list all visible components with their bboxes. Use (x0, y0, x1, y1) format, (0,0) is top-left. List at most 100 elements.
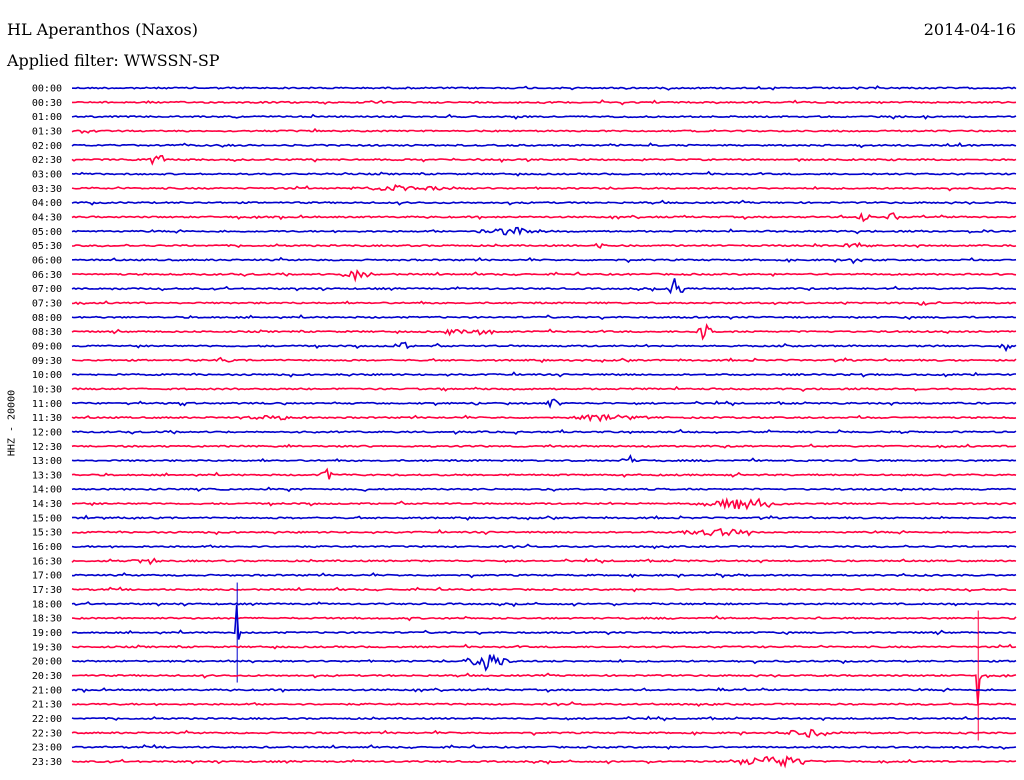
station-title: HL Aperanthos (Naxos) (7, 20, 198, 39)
y-tick-label: 19:00 (32, 628, 62, 639)
trace-0200 (71, 141, 1017, 149)
trace-0530 (72, 241, 1017, 249)
trace-1100 (71, 398, 1017, 409)
y-tick-label: 08:00 (32, 313, 62, 324)
trace-2230 (71, 728, 1017, 739)
trace-1830 (71, 615, 1017, 622)
trace-1230 (71, 443, 1017, 449)
y-tick-label: 11:30 (32, 413, 62, 424)
y-tick-label: 11:00 (32, 399, 62, 410)
y-tick-label: 09:30 (32, 356, 62, 367)
y-tick-label: 00:00 (32, 84, 62, 95)
trace-2130 (71, 701, 1016, 707)
y-tick-label: 08:30 (32, 327, 62, 338)
trace-0930 (71, 356, 1017, 364)
y-tick-label: 22:30 (32, 728, 62, 739)
y-tick-label: 23:30 (32, 757, 62, 768)
y-tick-label: 14:00 (32, 485, 62, 496)
trace-2330 (71, 755, 1017, 769)
y-tick-label: 00:30 (32, 98, 62, 109)
y-tick-label: 09:00 (32, 341, 62, 352)
y-tick-label: 06:00 (32, 255, 62, 266)
trace-1500 (71, 514, 1017, 521)
trace-0830 (71, 322, 1017, 341)
trace-0700 (71, 278, 1017, 295)
y-tick-label: 05:00 (32, 227, 62, 238)
trace-0430 (71, 211, 1017, 223)
trace-1400 (71, 486, 1017, 493)
y-tick-label: 01:00 (32, 112, 62, 123)
trace-0000 (72, 85, 1017, 91)
trace-0800 (71, 314, 1017, 320)
trace-0730 (71, 300, 1017, 306)
trace-1930 (71, 643, 1017, 650)
y-tick-label: 10:30 (32, 384, 62, 395)
y-tick-label: 19:30 (32, 642, 62, 653)
y-tick-label: 04:00 (32, 198, 62, 209)
trace-1700 (71, 572, 1017, 579)
y-tick-label: 01:30 (32, 126, 62, 137)
y-tick-label: 16:30 (32, 556, 62, 567)
y-tick-label: 12:00 (32, 427, 62, 438)
trace-1630 (71, 557, 1017, 566)
trace-1130 (71, 413, 1017, 423)
trace-2000 (71, 653, 1017, 672)
y-tick-label: 05:30 (32, 241, 62, 252)
y-tick-label: 18:30 (32, 614, 62, 625)
filter-label: Applied filter: WWSSN-SP (7, 51, 220, 70)
trace-2100 (71, 687, 1017, 694)
y-tick-label: 15:00 (32, 513, 62, 524)
y-tick-label: 04:30 (32, 212, 62, 223)
trace-0330 (71, 184, 1017, 192)
y-tick-label: 06:30 (32, 270, 62, 281)
y-tick-label: 10:00 (32, 370, 62, 381)
trace-2030 (71, 672, 1017, 705)
trace-0630 (71, 268, 1017, 283)
y-tick-label: 18:00 (32, 599, 62, 610)
trace-2300 (71, 744, 1017, 750)
y-tick-labels: 00:00 00:30 01:00 01:30 02:00 02:30 03:00 03:30… (32, 84, 62, 769)
trace-0300 (71, 170, 1017, 177)
date-label: 2014-04-16 (923, 20, 1016, 39)
trace-0500 (71, 226, 1017, 236)
y-tick-label: 20:00 (32, 657, 62, 668)
y-tick-label: 20:30 (32, 671, 62, 682)
y-tick-label: 07:30 (32, 298, 62, 309)
y-tick-label: 07:00 (32, 284, 62, 295)
y-tick-label: 14:30 (32, 499, 62, 510)
trace-1200 (71, 428, 1017, 435)
y-tick-label: 21:00 (32, 685, 62, 696)
trace-1030 (71, 385, 1017, 393)
trace-1730 (71, 586, 1017, 593)
y-tick-label: 03:30 (32, 184, 62, 195)
trace-2200 (71, 715, 1016, 722)
trace-0130 (71, 127, 1017, 135)
trace-1530 (71, 527, 1017, 537)
y-tick-label: 12:30 (32, 442, 62, 453)
y-tick-label: 17:30 (32, 585, 62, 596)
trace-0230 (71, 154, 1017, 166)
trace-0600 (72, 256, 1017, 265)
y-tick-label: 17:00 (32, 571, 62, 582)
y-tick-label: 21:30 (32, 700, 62, 711)
y-tick-label: 16:00 (32, 542, 62, 553)
y-tick-label: 15:30 (32, 528, 62, 539)
trace-0900 (71, 341, 1017, 353)
trace-1600 (71, 543, 1017, 550)
trace-1000 (71, 371, 1016, 378)
y-tick-label: 23:00 (32, 743, 62, 754)
trace-0100 (71, 113, 1017, 120)
trace-1330 (71, 467, 1017, 480)
trace-1900 (71, 604, 1017, 640)
trace-0400 (71, 199, 1017, 206)
y-tick-label: 03:00 (32, 169, 62, 180)
trace-1800 (71, 601, 1017, 608)
y-tick-label: 13:30 (32, 470, 62, 481)
y-tick-label: 02:00 (32, 141, 62, 152)
seismogram-traces (71, 85, 1017, 769)
trace-1300 (71, 453, 1017, 464)
y-tick-label: 02:30 (32, 155, 62, 166)
y-tick-label: 22:00 (32, 714, 62, 725)
trace-1430 (71, 497, 1017, 511)
